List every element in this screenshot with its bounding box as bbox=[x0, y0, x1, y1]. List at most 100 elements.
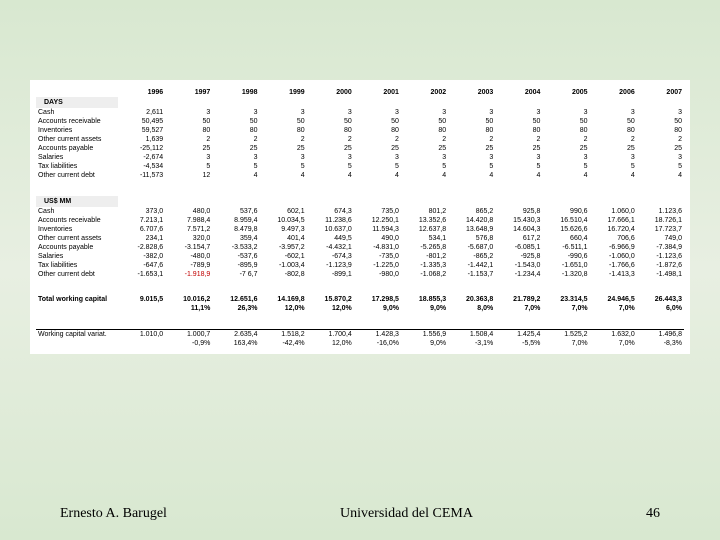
year-header: 2003 bbox=[448, 88, 495, 97]
cell: 12,0% bbox=[307, 304, 354, 313]
table-row: Accounts receivable50,495505050505050505… bbox=[36, 117, 684, 126]
year-header: 1999 bbox=[259, 88, 306, 97]
cell: 5 bbox=[259, 162, 306, 171]
cell: 25 bbox=[307, 144, 354, 153]
cell: 3 bbox=[448, 108, 495, 117]
cell: 8,0% bbox=[448, 304, 495, 313]
cell: 1.556,9 bbox=[401, 330, 448, 340]
cell: 3 bbox=[354, 108, 401, 117]
cell: 25 bbox=[542, 144, 589, 153]
cell: 1.700,4 bbox=[307, 330, 354, 340]
cell: -1.766,6 bbox=[590, 261, 637, 270]
cell: 17.298,5 bbox=[354, 295, 401, 304]
table-row: -0,9%163,4%-42,4%12,0%-16,0%9,0%-3,1%-5,… bbox=[36, 339, 684, 348]
cell: 7,0% bbox=[495, 304, 542, 313]
cell: 660,4 bbox=[542, 234, 589, 243]
cell: 9,0% bbox=[401, 304, 448, 313]
cell: -3.533,2 bbox=[212, 243, 259, 252]
cell: 1.428,3 bbox=[354, 330, 401, 340]
cell: -11,573 bbox=[118, 171, 165, 180]
cell: 617,2 bbox=[495, 234, 542, 243]
cell: 3 bbox=[259, 108, 306, 117]
section-header: US$ MM bbox=[36, 196, 118, 207]
cell: -7 6,7 bbox=[212, 270, 259, 279]
cell: 50 bbox=[542, 117, 589, 126]
table-row: Salaries-2,67433333333333 bbox=[36, 153, 684, 162]
cell: -6.511,1 bbox=[542, 243, 589, 252]
cell: 50 bbox=[307, 117, 354, 126]
cell: 80 bbox=[542, 126, 589, 135]
cell: -925,8 bbox=[495, 252, 542, 261]
cell: 80 bbox=[590, 126, 637, 135]
cell: 23.314,5 bbox=[542, 295, 589, 304]
cell: 12,0% bbox=[259, 304, 306, 313]
cell: -1.651,0 bbox=[542, 261, 589, 270]
cell: 163,4% bbox=[212, 339, 259, 348]
cell: -647,6 bbox=[118, 261, 165, 270]
cell: 3 bbox=[495, 153, 542, 162]
table-row: Salaries-382,0-480,0-537,6-602,1-674,3-7… bbox=[36, 252, 684, 261]
cell: -42,4% bbox=[259, 339, 306, 348]
row-label: Other current debt bbox=[36, 270, 118, 279]
cell: 1.496,8 bbox=[637, 330, 684, 340]
cell: 3 bbox=[448, 153, 495, 162]
table-row: Total working capital9.015,510.016,212.6… bbox=[36, 295, 684, 304]
cell: 80 bbox=[637, 126, 684, 135]
table-row: Cash2,61133333333333 bbox=[36, 108, 684, 117]
cell: 14.604,3 bbox=[495, 225, 542, 234]
row-label: Tax liabilities bbox=[36, 261, 118, 270]
cell: 4 bbox=[401, 171, 448, 180]
year-header: 2000 bbox=[307, 88, 354, 97]
table-row: Other current debt-11,573124444444444 bbox=[36, 171, 684, 180]
cell: 50 bbox=[212, 117, 259, 126]
cell: 9,0% bbox=[354, 304, 401, 313]
cell: -802,8 bbox=[259, 270, 306, 279]
cell: 4 bbox=[259, 171, 306, 180]
cell: 3 bbox=[307, 153, 354, 162]
cell: 234,1 bbox=[118, 234, 165, 243]
cell: 537,6 bbox=[212, 207, 259, 216]
row-label bbox=[36, 339, 118, 348]
cell: 26,3% bbox=[212, 304, 259, 313]
cell: -735,0 bbox=[354, 252, 401, 261]
cell: 50 bbox=[259, 117, 306, 126]
cell: -4.432,1 bbox=[307, 243, 354, 252]
cell: 8.479,8 bbox=[212, 225, 259, 234]
cell: 14.420,8 bbox=[448, 216, 495, 225]
cell: 7,0% bbox=[590, 339, 637, 348]
cell: -3,1% bbox=[448, 339, 495, 348]
cell: 25 bbox=[448, 144, 495, 153]
year-header: 2004 bbox=[495, 88, 542, 97]
footer-page-number: 46 bbox=[646, 506, 660, 522]
cell: 2 bbox=[165, 135, 212, 144]
cell: -1.003,4 bbox=[259, 261, 306, 270]
cell: 12 bbox=[165, 171, 212, 180]
cell: 7,0% bbox=[542, 304, 589, 313]
cell: 576,8 bbox=[448, 234, 495, 243]
cell: 3 bbox=[354, 153, 401, 162]
cell: 24.946,5 bbox=[590, 295, 637, 304]
cell: 17.723,7 bbox=[637, 225, 684, 234]
cell: 534,1 bbox=[401, 234, 448, 243]
row-label: Accounts receivable bbox=[36, 216, 118, 225]
year-header: 1997 bbox=[165, 88, 212, 97]
cell: 2 bbox=[448, 135, 495, 144]
table-row: Other current assets1,63922222222222 bbox=[36, 135, 684, 144]
cell: -1.653,1 bbox=[118, 270, 165, 279]
row-label: Cash bbox=[36, 108, 118, 117]
cell: 9.497,3 bbox=[259, 225, 306, 234]
cell: 10.016,2 bbox=[165, 295, 212, 304]
cell: 50 bbox=[354, 117, 401, 126]
cell: 25 bbox=[212, 144, 259, 153]
cell: -382,0 bbox=[118, 252, 165, 261]
cell: 11.594,3 bbox=[354, 225, 401, 234]
cell: 20.363,8 bbox=[448, 295, 495, 304]
cell: 26.443,3 bbox=[637, 295, 684, 304]
cell: 25 bbox=[259, 144, 306, 153]
cell: -1.060,0 bbox=[590, 252, 637, 261]
cell: 1.525,2 bbox=[542, 330, 589, 340]
cell: 5 bbox=[165, 162, 212, 171]
cell: 7.571,2 bbox=[165, 225, 212, 234]
cell: 1.518,2 bbox=[259, 330, 306, 340]
cell: 2 bbox=[590, 135, 637, 144]
